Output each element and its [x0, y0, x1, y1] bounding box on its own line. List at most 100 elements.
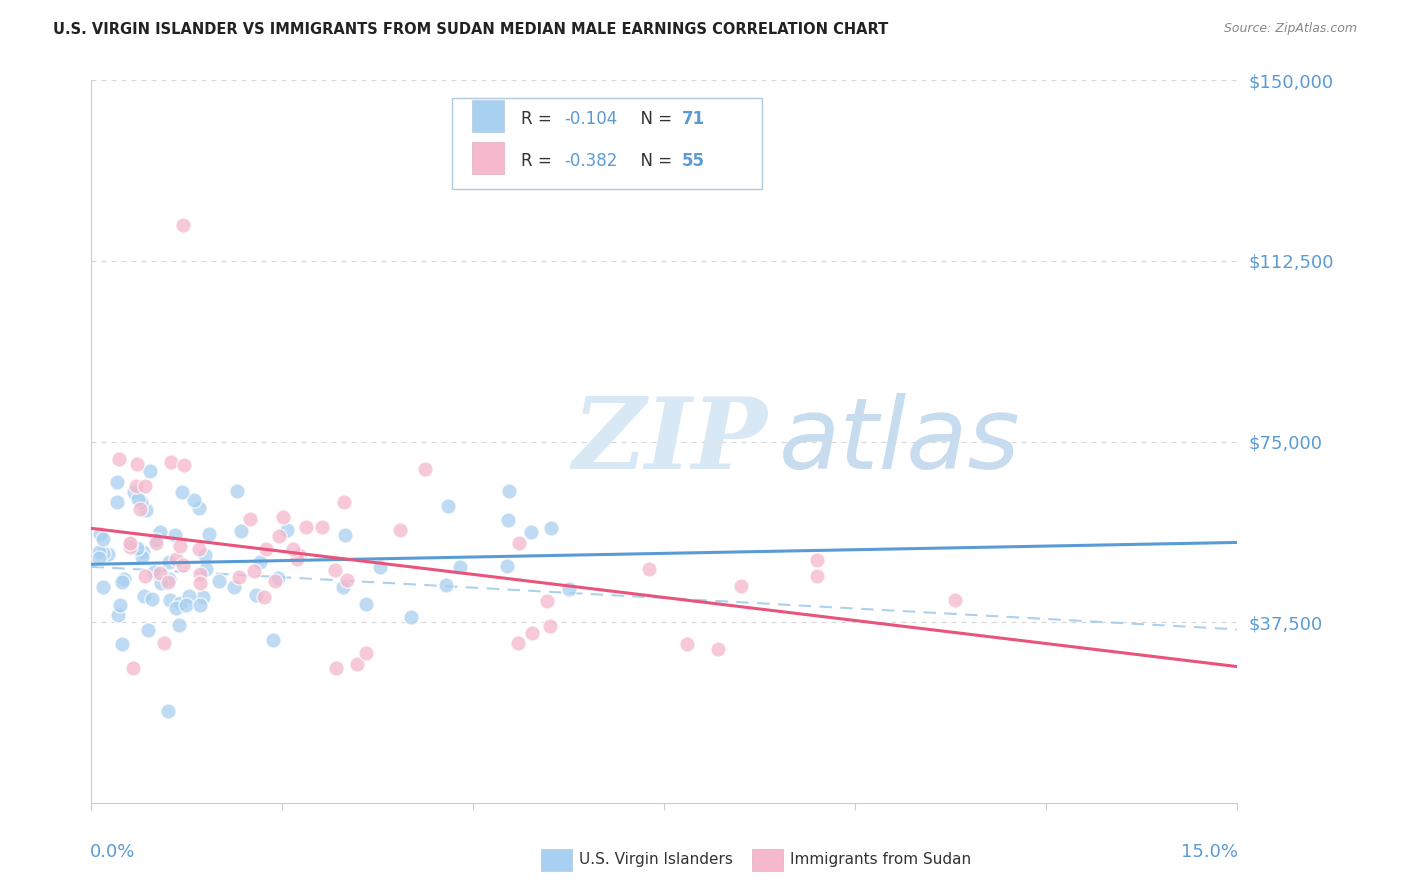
Point: [252, 590, 274, 604]
Point: [333, 528, 356, 542]
Point: [170, 485, 193, 500]
Point: [118, 536, 141, 550]
Point: [157, 555, 180, 569]
Point: [271, 510, 294, 524]
Point: [112, 572, 135, 586]
Point: [156, 704, 179, 718]
Text: 0.0%: 0.0%: [90, 843, 135, 861]
Point: [198, 526, 221, 541]
Point: [243, 564, 266, 578]
Text: Source: ZipAtlas.com: Source: ZipAtlas.com: [1223, 22, 1357, 36]
Text: U.S. VIRGIN ISLANDER VS IMMIGRANTS FROM SUDAN MEDIAN MALE EARNINGS CORRELATION C: U.S. VIRGIN ISLANDER VS IMMIGRANTS FROM …: [53, 22, 889, 37]
Point: [194, 548, 217, 562]
Point: [173, 458, 195, 472]
Point: [87, 550, 110, 565]
Point: [97, 547, 120, 561]
Point: [333, 495, 356, 509]
Point: [281, 541, 304, 556]
Point: [132, 545, 155, 559]
Point: [269, 529, 291, 543]
Point: [540, 521, 562, 535]
Point: [125, 541, 148, 555]
Text: 15.0%: 15.0%: [1181, 843, 1239, 861]
Point: [118, 535, 141, 549]
Point: [434, 578, 457, 592]
Point: [150, 576, 173, 591]
Point: [129, 495, 152, 509]
Point: [191, 591, 214, 605]
Point: [245, 588, 267, 602]
Point: [121, 661, 143, 675]
Point: [111, 574, 134, 589]
Point: [943, 593, 966, 607]
Point: [153, 635, 176, 649]
Point: [136, 623, 159, 637]
Point: [167, 617, 190, 632]
Point: [538, 619, 561, 633]
Text: 55: 55: [682, 152, 704, 170]
Point: [508, 536, 530, 550]
Point: [522, 625, 544, 640]
Point: [169, 539, 191, 553]
Point: [149, 566, 172, 581]
Point: [145, 533, 167, 547]
Text: U.S. Virgin Islanders: U.S. Virgin Islanders: [579, 853, 733, 867]
Point: [336, 573, 359, 587]
Point: [165, 552, 187, 566]
Point: [294, 520, 316, 534]
Point: [111, 637, 134, 651]
Point: [399, 610, 422, 624]
Point: [267, 571, 290, 585]
Text: -0.104: -0.104: [565, 111, 617, 128]
Point: [139, 465, 162, 479]
Point: [506, 636, 529, 650]
Point: [159, 593, 181, 607]
Point: [368, 560, 391, 574]
Point: [124, 485, 146, 500]
Point: [195, 562, 218, 576]
Point: [208, 574, 231, 588]
Point: [156, 574, 179, 589]
Point: [129, 502, 152, 516]
Point: [676, 637, 699, 651]
Point: [172, 218, 194, 232]
Point: [264, 574, 287, 589]
Point: [134, 479, 156, 493]
Point: [107, 608, 129, 623]
Text: N =: N =: [630, 111, 678, 128]
Point: [806, 569, 828, 583]
Point: [177, 589, 200, 603]
Point: [311, 520, 333, 534]
Point: [288, 548, 311, 562]
Point: [707, 642, 730, 657]
Point: [141, 591, 163, 606]
Point: [413, 461, 436, 475]
Point: [498, 513, 520, 527]
Point: [125, 457, 148, 471]
Text: R =: R =: [522, 152, 557, 170]
Point: [231, 524, 253, 539]
Point: [165, 601, 187, 615]
Point: [536, 594, 558, 608]
Point: [135, 503, 157, 517]
Point: [498, 483, 520, 498]
Point: [91, 533, 114, 547]
Point: [262, 633, 284, 648]
Point: [557, 582, 579, 597]
Text: N =: N =: [630, 152, 678, 170]
Point: [356, 647, 378, 661]
Point: [187, 500, 209, 515]
Point: [188, 598, 211, 612]
Point: [131, 550, 153, 565]
Point: [149, 525, 172, 540]
FancyBboxPatch shape: [453, 98, 762, 189]
Point: [107, 475, 129, 490]
Point: [145, 536, 167, 550]
Point: [127, 491, 149, 506]
Point: [354, 597, 377, 611]
Point: [276, 523, 298, 537]
Point: [108, 598, 131, 612]
Point: [89, 527, 111, 541]
Bar: [472, 142, 503, 174]
Text: ZIP: ZIP: [572, 393, 768, 490]
